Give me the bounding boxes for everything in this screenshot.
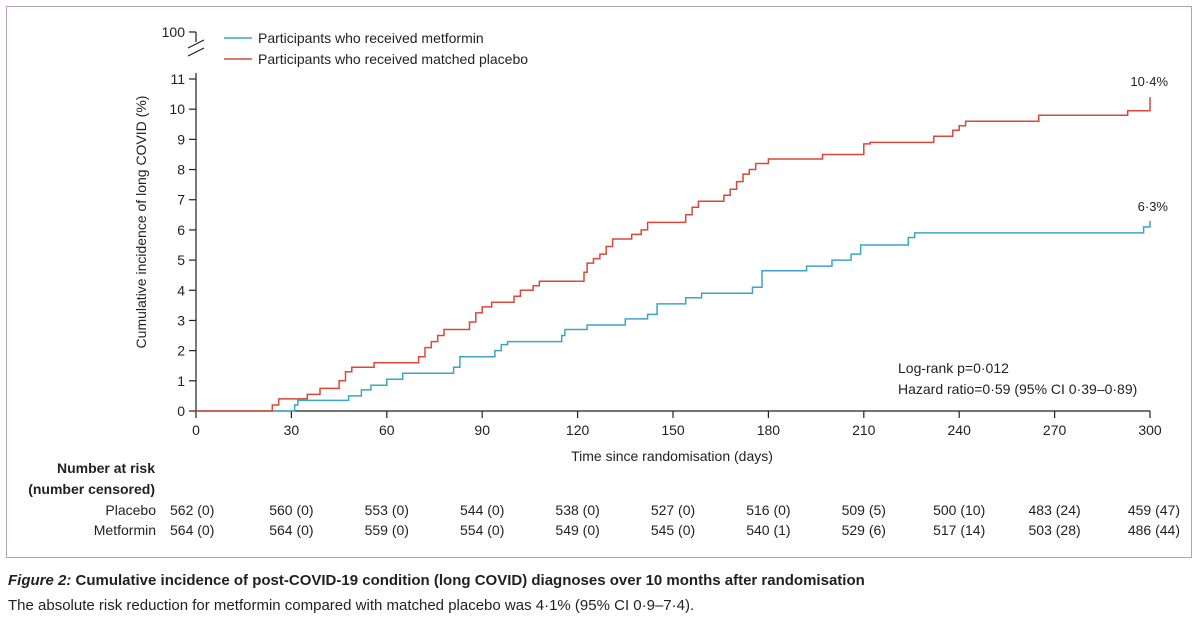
figure-label: Figure 2: xyxy=(8,572,72,589)
risk-value-metformin: 517 (14) xyxy=(933,522,985,538)
risk-value-placebo: 500 (10) xyxy=(933,502,985,518)
metformin-curve xyxy=(196,220,1151,412)
kaplan-meier-chart: Cumulative incidence of long COVID (%) T… xyxy=(28,24,1180,538)
x-tick-label: 150 xyxy=(661,422,685,438)
y-tick-label: 6 xyxy=(177,222,185,238)
metformin-end-label: 6·3% xyxy=(1138,199,1169,214)
y-tick-label: 7 xyxy=(177,192,185,208)
x-tick-label: 270 xyxy=(1043,422,1067,438)
y-tick-label: 2 xyxy=(177,343,185,359)
legend-metformin-label: Participants who received metformin xyxy=(258,30,484,46)
y-tick-label: 10 xyxy=(169,101,185,117)
x-tick-label: 120 xyxy=(566,422,590,438)
figure-caption-subtitle: The absolute risk reduction for metformi… xyxy=(8,597,695,614)
risk-row-placebo-label: Placebo xyxy=(105,502,156,518)
legend-placebo-label: Participants who received matched placeb… xyxy=(258,51,528,67)
risk-value-placebo: 527 (0) xyxy=(651,502,695,518)
placebo-end-label: 10·4% xyxy=(1130,74,1168,89)
figure-title: Cumulative incidence of post-COVID-19 co… xyxy=(71,572,865,589)
risk-value-metformin: 486 (44) xyxy=(1128,522,1180,538)
legend: Participants who received metformin Part… xyxy=(224,30,528,67)
risk-table-values: 562 (0) 560 (0) 553 (0) 544 (0) 538 (0) 527 (… xyxy=(170,502,1180,538)
y-tick-label: 0 xyxy=(177,403,185,419)
x-tick-label: 90 xyxy=(474,422,490,438)
risk-value-placebo: 562 (0) xyxy=(170,502,214,518)
y-tick-label: 4 xyxy=(177,282,185,298)
risk-value-metformin: 554 (0) xyxy=(460,522,504,538)
risk-value-placebo: 560 (0) xyxy=(269,502,313,518)
risk-table-subtitle: (number censored) xyxy=(28,481,155,497)
risk-row-metformin-label: Metformin xyxy=(94,522,156,538)
x-axis-label: Time since randomisation (days) xyxy=(571,448,773,464)
risk-value-placebo: 509 (5) xyxy=(842,502,886,518)
hazard-ratio-annotation: Hazard ratio=0·59 (95% CI 0·39–0·89) xyxy=(898,381,1137,397)
y-tick-label: 8 xyxy=(177,162,185,178)
risk-value-placebo: 553 (0) xyxy=(365,502,409,518)
risk-value-placebo: 516 (0) xyxy=(746,502,790,518)
y-tick-label: 9 xyxy=(177,131,185,147)
y-axis-break-mark xyxy=(187,47,205,57)
series-layer xyxy=(196,97,1151,412)
logrank-annotation: Log-rank p=0·012 xyxy=(898,360,1009,376)
risk-value-placebo: 483 (24) xyxy=(1029,502,1081,518)
x-tick-label: 300 xyxy=(1138,422,1162,438)
risk-value-metformin: 564 (0) xyxy=(170,522,214,538)
risk-value-metformin: 559 (0) xyxy=(365,522,409,538)
risk-value-placebo: 544 (0) xyxy=(460,502,504,518)
figure-frame xyxy=(6,6,1192,558)
risk-value-placebo: 459 (47) xyxy=(1128,502,1180,518)
x-tick-label: 30 xyxy=(284,422,300,438)
risk-value-metformin: 540 (1) xyxy=(746,522,790,538)
risk-value-metformin: 545 (0) xyxy=(651,522,695,538)
figure-caption-title: Figure 2: Cumulative incidence of post-C… xyxy=(8,572,865,589)
y-tick-label: 5 xyxy=(177,252,185,268)
risk-value-metformin: 529 (6) xyxy=(842,522,886,538)
y-axis-break-mark xyxy=(187,39,205,49)
risk-table-title: Number at risk xyxy=(57,460,155,476)
y-tick-label: 1 xyxy=(177,373,185,389)
x-tick-label: 210 xyxy=(852,422,876,438)
risk-value-metformin: 503 (28) xyxy=(1029,522,1081,538)
y-axis-label: Cumulative incidence of long COVID (%) xyxy=(133,96,149,349)
x-tick-label: 60 xyxy=(379,422,395,438)
axes: 0 1 2 3 4 5 6 7 8 9 10 11 100 0 30 60 90 120 150 180 210 240 2… xyxy=(162,24,1162,438)
risk-value-metformin: 549 (0) xyxy=(555,522,599,538)
y-tick-label: 11 xyxy=(170,71,185,87)
x-tick-label: 240 xyxy=(948,422,972,438)
risk-value-placebo: 538 (0) xyxy=(555,502,599,518)
placebo-curve xyxy=(196,97,1151,412)
y-tick-label: 3 xyxy=(177,312,185,328)
y-tick-label: 100 xyxy=(162,24,186,40)
risk-value-metformin: 564 (0) xyxy=(269,522,313,538)
x-tick-label: 0 xyxy=(192,422,200,438)
x-tick-label: 180 xyxy=(757,422,781,438)
